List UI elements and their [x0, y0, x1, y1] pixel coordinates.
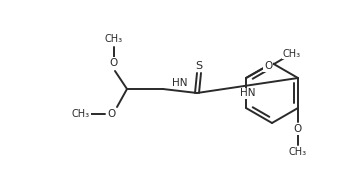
Text: CH₃: CH₃: [289, 147, 307, 157]
Text: S: S: [195, 61, 202, 71]
Text: O: O: [294, 124, 302, 134]
Text: HN: HN: [172, 78, 188, 88]
Text: CH₃: CH₃: [105, 34, 123, 44]
Text: HN: HN: [240, 89, 255, 99]
Text: O: O: [107, 109, 115, 119]
Text: O: O: [110, 58, 118, 68]
Text: O: O: [264, 61, 272, 71]
Text: CH₃: CH₃: [72, 109, 90, 119]
Text: CH₃: CH₃: [283, 49, 301, 59]
